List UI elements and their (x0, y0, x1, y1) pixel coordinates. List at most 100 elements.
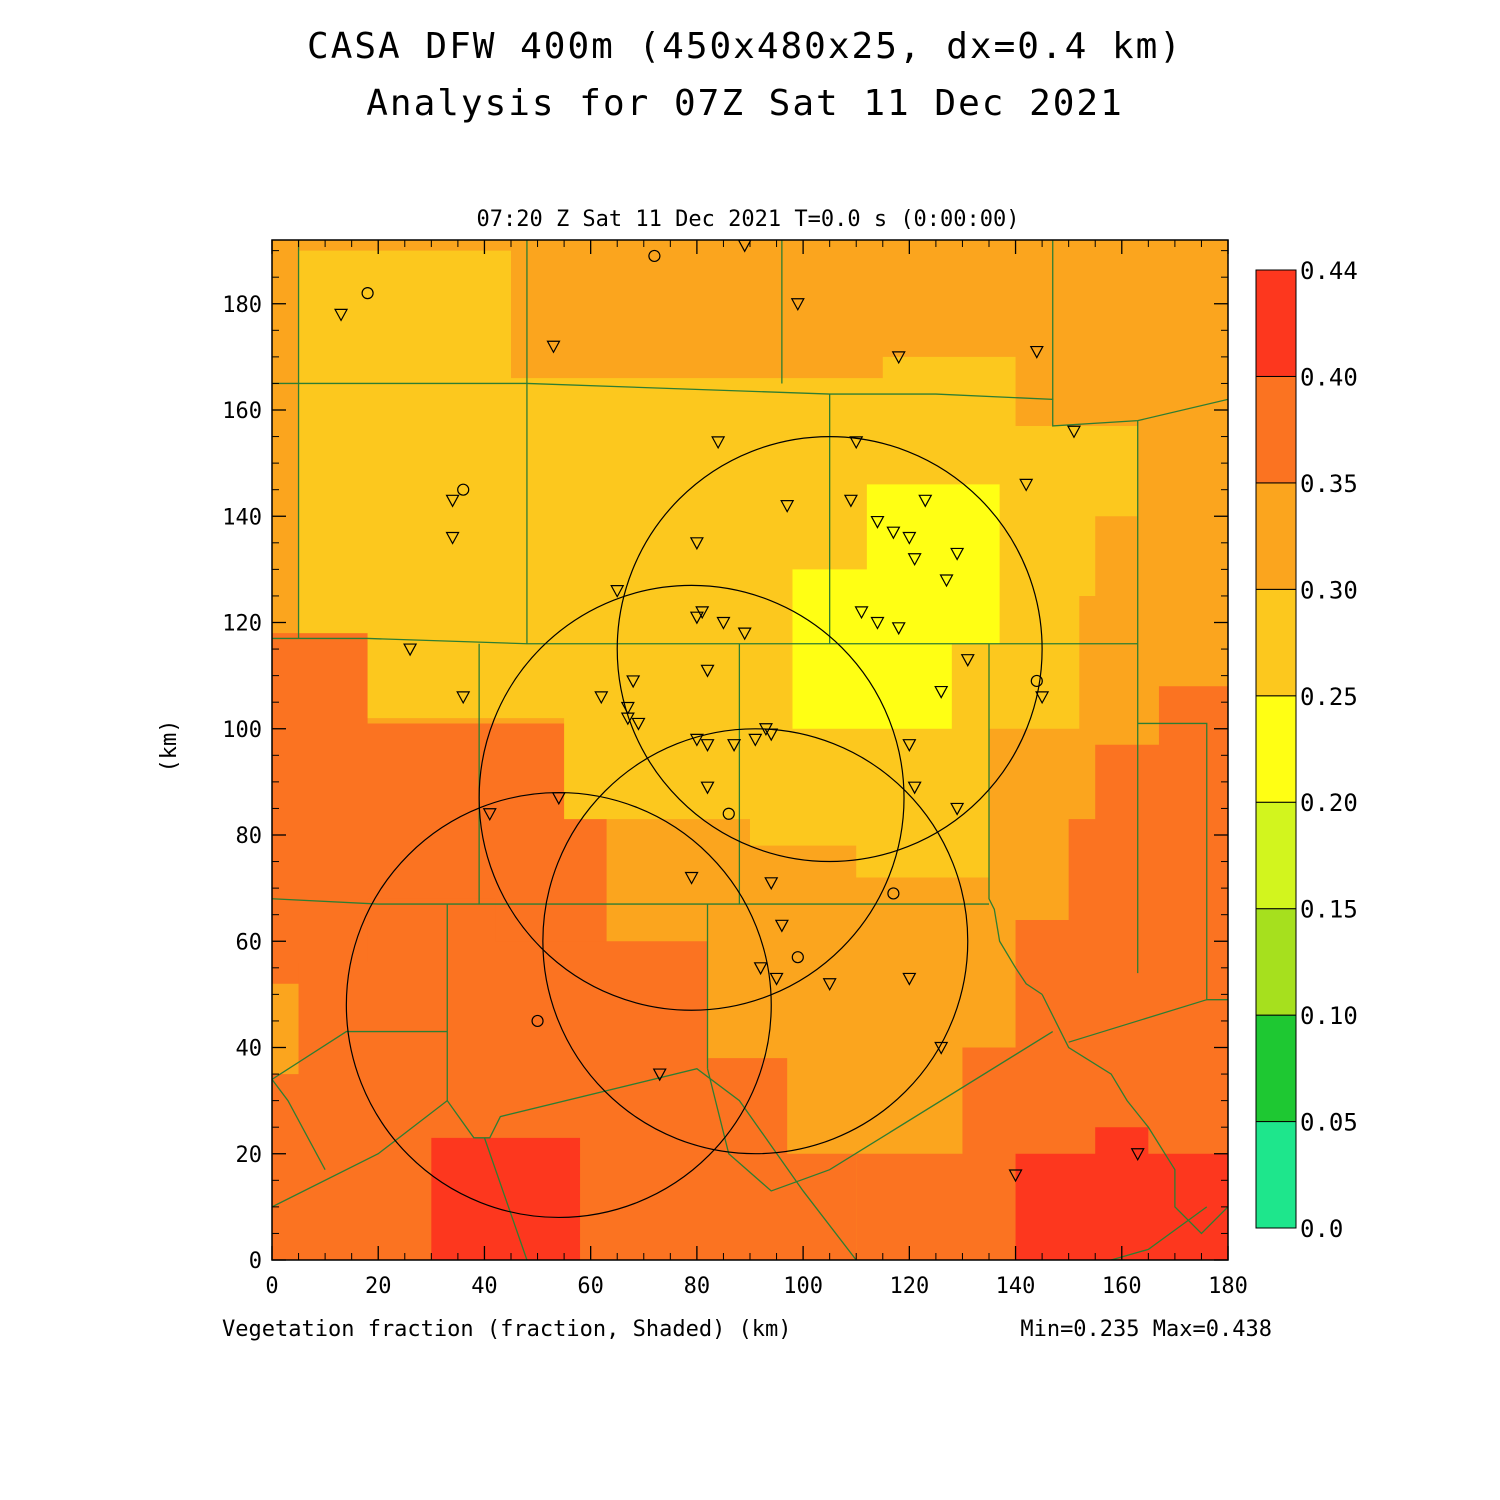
station-circle (791, 951, 804, 964)
colorbar-swatch (1255, 695, 1297, 803)
field-region-1 (272, 633, 607, 984)
county-boundary-17 (272, 1078, 326, 1170)
station-triangle (854, 606, 869, 620)
station-triangle (764, 877, 779, 891)
y-tick-label: 20 (236, 1143, 263, 1168)
station-markers (334, 240, 1145, 1183)
x-tick-label: 40 (471, 1274, 498, 1299)
station-triangle (843, 494, 858, 508)
station-triangle (1066, 425, 1081, 439)
station-circle (887, 887, 900, 900)
station-triangle (1035, 691, 1050, 705)
station-triangle (774, 919, 789, 933)
y-tick-label: 100 (222, 718, 262, 743)
colorbar-swatch (1255, 1014, 1297, 1123)
x-tick-label: 20 (365, 1274, 392, 1299)
colorbar-swatch (1255, 1121, 1297, 1229)
station-triangle (689, 611, 704, 625)
colorbar-label: 0.35 (1300, 470, 1358, 498)
county-boundary-18 (706, 1031, 1054, 1192)
station-triangle (1008, 1169, 1023, 1183)
county-boundary-23 (483, 1137, 528, 1260)
station-triangle (737, 627, 752, 641)
colorbar-swatch (1255, 482, 1297, 590)
station-triangle (716, 616, 731, 630)
y-axis-label: (km) (157, 720, 182, 773)
station-triangle (334, 308, 349, 322)
station-triangle (620, 701, 635, 715)
field-region-5 (1015, 1127, 1228, 1260)
county-boundary-19 (1041, 994, 1228, 1235)
y-tick-label: 180 (222, 293, 262, 318)
station-triangle (700, 781, 715, 795)
y-tick-label: 0 (249, 1249, 262, 1274)
x-tick-label: 180 (1208, 1274, 1248, 1299)
x-tick-label: 0 (265, 1274, 278, 1299)
station-triangle (934, 685, 949, 699)
colorbar-label: 0.10 (1300, 1002, 1358, 1030)
county-boundary-15 (272, 1030, 448, 1080)
station-triangle (727, 739, 742, 752)
station-triangle (918, 494, 933, 508)
colorbar-label: 0.40 (1300, 363, 1358, 391)
x-tick-label: 80 (684, 1274, 711, 1299)
station-triangle (950, 547, 965, 561)
colorbar-swatch (1255, 908, 1297, 1016)
station-triangle (1019, 478, 1034, 492)
colorbar-label: 0.05 (1300, 1109, 1358, 1137)
colorbar-swatch (1255, 588, 1297, 697)
y-tick-label: 60 (236, 930, 263, 955)
station-triangle (684, 871, 699, 885)
station-triangle (482, 808, 497, 822)
station-triangle (551, 792, 566, 806)
station-triangle (891, 622, 906, 636)
field-description-label: Vegetation fraction (fraction, Shaded) (… (222, 1317, 792, 1342)
x-tick-label: 160 (1102, 1274, 1142, 1299)
station-triangle (907, 553, 922, 567)
x-tick-label: 60 (577, 1274, 604, 1299)
vegetation-fraction-field (272, 240, 1228, 1260)
county-boundary-0 (272, 382, 1228, 427)
station-triangle (711, 436, 726, 450)
station-triangle (1029, 345, 1044, 359)
station-triangle (849, 436, 864, 450)
colorbar-label: 0.20 (1300, 789, 1358, 817)
station-triangle (790, 298, 805, 312)
station-triangle (939, 574, 954, 588)
station-circle (722, 807, 735, 820)
station-triangle (620, 712, 635, 726)
station-triangle (700, 739, 715, 752)
county-boundary-20 (1137, 722, 1228, 1001)
field-region-3 (272, 898, 857, 1260)
county-boundary-16 (272, 1068, 857, 1260)
station-circle (1030, 674, 1043, 688)
station-circle (361, 287, 374, 300)
colorbar-label: 0.15 (1300, 896, 1358, 924)
county-boundary-11 (988, 643, 1043, 995)
title-line-2: Analysis for 07Z Sat 11 Dec 2021 (366, 83, 1124, 124)
county-boundary-22 (1110, 1206, 1208, 1260)
station-triangle (780, 500, 795, 513)
field-region-2 (856, 686, 1228, 1260)
station-triangle (546, 340, 561, 354)
station-triangle (902, 531, 917, 545)
station-triangle (594, 691, 609, 705)
station-triangle (631, 717, 646, 731)
station-triangle (689, 733, 704, 747)
county-boundary-2 (272, 898, 989, 905)
county-boundary-21 (1068, 999, 1207, 1043)
colorbar-label: 0.30 (1300, 576, 1358, 604)
x-tick-label: 120 (889, 1274, 929, 1299)
station-triangle (445, 494, 460, 508)
y-tick-label: 40 (236, 1037, 263, 1062)
station-triangle (610, 585, 625, 598)
station-triangle (1130, 1148, 1145, 1162)
station-triangle (822, 978, 837, 992)
station-circle (457, 483, 470, 496)
station-triangle (456, 691, 471, 705)
radar-ring-1 (478, 584, 905, 1011)
station-circle (648, 249, 661, 263)
station-triangle (689, 537, 704, 551)
station-circle (531, 1014, 544, 1028)
